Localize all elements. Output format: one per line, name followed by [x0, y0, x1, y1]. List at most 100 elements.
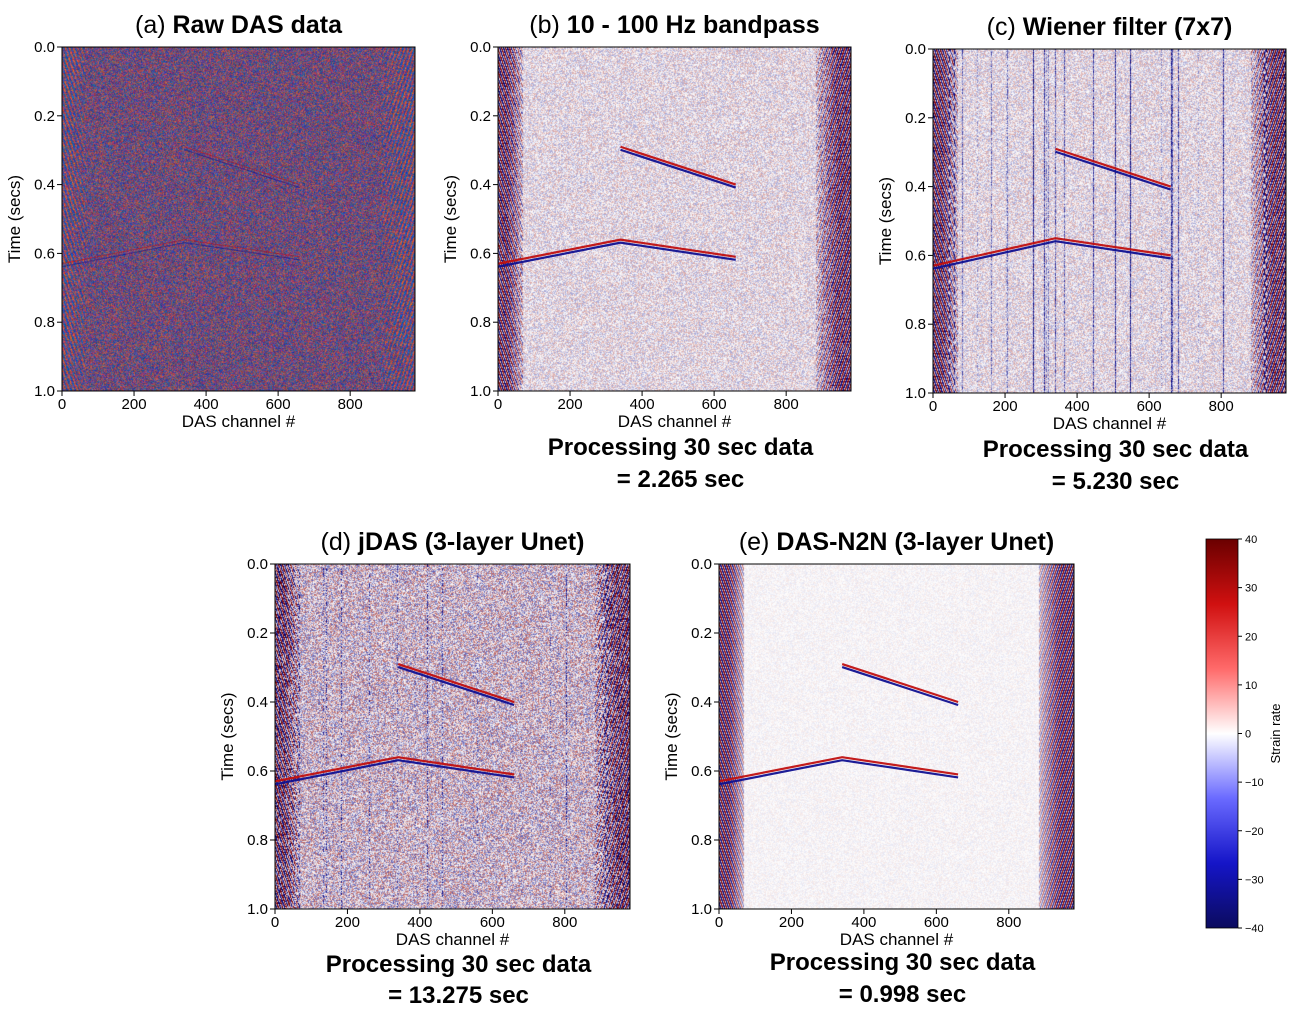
x-tick-label: 800	[338, 396, 363, 413]
x-axis-label: DAS channel #	[182, 412, 296, 431]
event-upper-branch-blue	[1055, 150, 1172, 191]
event-lower-branch-red	[61, 239, 300, 265]
panel-title-text: jDAS (3-layer Unet)	[357, 528, 584, 556]
panel-title-text: 10 - 100 Hz bandpass	[567, 11, 820, 39]
event-lower-branch-blue	[718, 759, 959, 786]
panel-c: (c) Wiener filter (7x7) 0 200 400 600 800 0.0 0…	[876, 13, 1287, 495]
axes-frame	[718, 563, 1075, 910]
x-tick-label: 400	[851, 914, 876, 931]
x-tick-label: 0	[271, 914, 279, 931]
x-tick-label: 400	[630, 396, 655, 413]
y-tick-label: 0.0	[34, 39, 55, 56]
y-axis-label: Time (secs)	[662, 692, 681, 780]
y-tick-label: 1.0	[470, 383, 491, 400]
heatmap-image	[498, 47, 851, 391]
x-tick-label: 400	[407, 914, 432, 931]
panel-letter: (b)	[529, 11, 567, 39]
y-tick-label: 0.2	[470, 108, 491, 125]
colorbar-tick-label: 10	[1245, 680, 1257, 692]
axes-frame	[932, 48, 1287, 394]
y-tick-label: 0.4	[691, 694, 712, 711]
x-tick-label: 600	[702, 396, 727, 413]
y-tick-label: 0.8	[691, 832, 712, 849]
processing-note-line: = 5.230 sec	[1052, 468, 1179, 495]
processing-note-line: Processing 30 sec data	[983, 436, 1249, 463]
x-tick-label: 200	[335, 914, 360, 931]
event-upper-branch-red	[397, 663, 515, 704]
x-axis-label: DAS channel #	[396, 930, 510, 949]
processing-note-line: Processing 30 sec data	[770, 949, 1036, 976]
processing-note-line: = 0.998 sec	[839, 981, 966, 1008]
x-tick-label: 0	[494, 396, 502, 413]
x-axis-label: DAS channel #	[618, 412, 732, 431]
event-lower-branch-red	[274, 756, 515, 783]
axes-frame	[274, 563, 631, 910]
event-upper-branch-blue	[397, 666, 515, 707]
y-tick-label: 0.4	[34, 177, 55, 194]
processing-note-line: = 13.275 sec	[388, 982, 529, 1009]
panel-letter: (e)	[739, 528, 777, 556]
panel-title-text: Wiener filter (7x7)	[1023, 13, 1233, 41]
y-tick-label: 0.8	[470, 314, 491, 331]
colorbar-gradient	[1205, 538, 1239, 929]
event-lower-branch-blue	[932, 240, 1171, 270]
panel-a: (a) Raw DAS data 0 200 400 600 800 0.0 0.2 0.4 0.…	[5, 11, 416, 431]
y-tick-label: 0.6	[905, 247, 926, 264]
colorbar-tick-label: 40	[1245, 534, 1257, 546]
y-tick-label: 0.4	[247, 694, 268, 711]
x-tick-label: 800	[774, 396, 799, 413]
y-tick-label: 1.0	[247, 901, 268, 918]
panel-title: (d) jDAS (3-layer Unet)	[321, 528, 585, 556]
colorbar-tick-label: −40	[1245, 923, 1264, 935]
y-axis-label: Time (secs)	[441, 175, 460, 263]
colorbar-tick-label: 0	[1245, 729, 1251, 741]
y-axis-label: Time (secs)	[876, 177, 895, 265]
y-tick-label: 0.8	[34, 314, 55, 331]
x-tick-label: 400	[1065, 398, 1090, 415]
y-tick-label: 0.8	[247, 832, 268, 849]
event-lower-branch-blue	[497, 241, 736, 268]
y-tick-label: 0.0	[905, 41, 926, 58]
y-tick-label: 0.6	[247, 763, 268, 780]
y-tick-label: 0.2	[34, 108, 55, 125]
x-tick-label: 600	[924, 914, 949, 931]
x-tick-label: 200	[122, 396, 147, 413]
event-upper-branch-red	[841, 663, 959, 704]
event-lower-branch-red	[497, 238, 736, 265]
colorbar-tick-label: 30	[1245, 583, 1257, 595]
heatmap-image	[62, 47, 415, 391]
x-tick-label: 200	[558, 396, 583, 413]
y-axis-label: Time (secs)	[5, 175, 24, 263]
x-tick-label: 0	[715, 914, 723, 931]
colorbar-tick-label: 20	[1245, 631, 1257, 643]
panel-letter: (d)	[321, 528, 359, 556]
heatmap-image	[275, 564, 630, 909]
event-upper-branch-blue	[620, 148, 737, 189]
panel-b: (b) 10 - 100 Hz bandpass 0 200 400 600 800 0.0…	[441, 11, 852, 493]
processing-note-line: Processing 30 sec data	[548, 434, 814, 461]
event-upper-branch-red	[620, 145, 737, 186]
y-tick-label: 0.0	[691, 556, 712, 573]
event-lower-branch-blue	[274, 759, 515, 786]
y-tick-label: 0.4	[470, 177, 491, 194]
heatmap-image	[933, 49, 1286, 393]
colorbar-tick-label: −20	[1245, 826, 1264, 838]
x-tick-label: 800	[552, 914, 577, 931]
event-upper-branch-blue	[184, 149, 300, 189]
event-upper-branch-blue	[841, 666, 959, 707]
event-upper-branch-red	[1055, 147, 1172, 188]
heatmap-image	[719, 564, 1074, 909]
x-tick-label: 200	[993, 398, 1018, 415]
y-tick-label: 0.0	[247, 556, 268, 573]
panel-title: (e) DAS-N2N (3-layer Unet)	[739, 528, 1054, 556]
y-tick-label: 1.0	[905, 385, 926, 402]
y-axis-label: Time (secs)	[218, 692, 237, 780]
y-tick-label: 0.2	[691, 625, 712, 642]
event-lower-branch-red	[932, 237, 1171, 267]
x-tick-label: 800	[996, 914, 1021, 931]
x-tick-label: 0	[929, 398, 937, 415]
y-tick-label: 0.6	[470, 245, 491, 262]
processing-note-line: = 2.265 sec	[617, 466, 744, 493]
y-tick-label: 1.0	[34, 383, 55, 400]
x-axis-label: DAS channel #	[840, 930, 954, 949]
